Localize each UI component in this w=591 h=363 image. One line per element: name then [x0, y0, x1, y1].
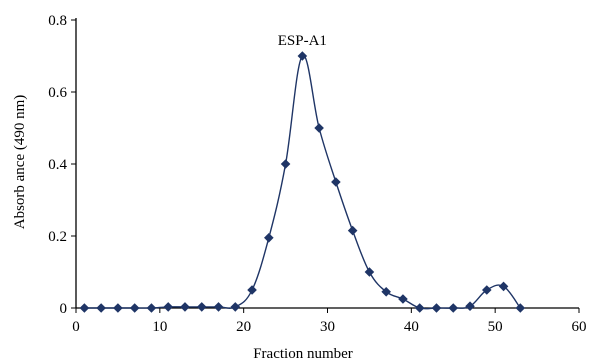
peak-annotation: ESP-A1 — [278, 33, 327, 49]
y-tick-label: 0 — [60, 301, 68, 317]
data-point-marker — [481, 285, 492, 295]
annotations: ESP-A1 — [278, 33, 327, 49]
data-point-marker — [297, 51, 308, 61]
series-line — [84, 55, 521, 310]
x-tick-label: 10 — [152, 319, 167, 335]
data-point-marker — [79, 303, 90, 313]
data-point-marker — [347, 225, 358, 236]
data-point-marker — [465, 301, 475, 311]
data-point-marker — [264, 233, 274, 243]
data-point-marker — [113, 303, 123, 313]
axes — [75, 18, 579, 309]
data-point-marker — [515, 303, 526, 313]
data-point-marker — [163, 302, 174, 312]
x-tick-label: 20 — [236, 319, 251, 335]
data-point-marker — [146, 303, 157, 313]
y-tick-label: 0.6 — [48, 85, 67, 101]
data-point-marker — [398, 294, 408, 304]
x-tick-label: 40 — [404, 319, 419, 335]
data-point-marker — [196, 302, 207, 312]
y-tick-label: 0.8 — [48, 13, 67, 29]
y-axis-label: Absorb ance (490 nm) — [12, 95, 28, 230]
y-tick-label: 0.4 — [48, 157, 67, 173]
data-point-marker — [247, 285, 257, 295]
y-ticks: 0 0.2 0.4 0.6 0.8 — [48, 13, 76, 317]
x-tick-label: 50 — [488, 319, 503, 335]
x-tick-label: 30 — [320, 319, 335, 335]
x-tick-label: 0 — [72, 319, 80, 335]
data-point-marker — [431, 303, 442, 313]
x-ticks: 0 10 20 30 40 50 60 — [72, 308, 587, 335]
data-markers — [79, 51, 526, 313]
data-point-marker — [129, 303, 140, 313]
data-point-marker — [180, 302, 190, 312]
data-point-marker — [364, 267, 375, 277]
data-point-marker — [213, 302, 224, 312]
data-point-marker — [230, 302, 241, 312]
data-point-marker — [414, 303, 425, 313]
data-point-marker — [448, 303, 459, 313]
data-point-marker — [498, 281, 509, 292]
data-point-marker — [331, 177, 341, 187]
y-tick-label: 0.2 — [48, 229, 67, 245]
x-tick-label: 60 — [572, 319, 587, 335]
x-axis-label: Fraction number — [253, 346, 353, 362]
data-point-marker — [96, 303, 106, 313]
data-point-marker — [381, 287, 391, 297]
data-point-marker — [314, 123, 324, 133]
data-point-marker — [280, 159, 291, 169]
